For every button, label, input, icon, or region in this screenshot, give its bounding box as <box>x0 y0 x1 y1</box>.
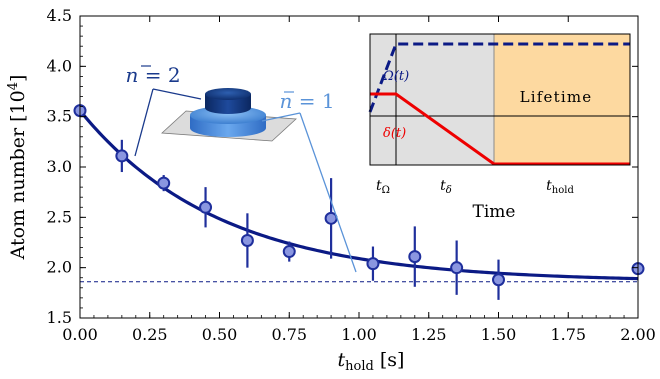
x-tick-label: 0.50 <box>202 325 238 344</box>
x-tick-label: 0.75 <box>271 325 307 344</box>
data-point <box>324 211 338 225</box>
upper-disk-top <box>205 88 251 100</box>
segment-label-t-hold: thold <box>546 178 574 196</box>
data-point <box>199 200 213 214</box>
n1-arrow-to-asymptote <box>299 112 357 273</box>
x-tick-label: 1.25 <box>411 325 447 344</box>
data-point <box>157 176 171 190</box>
stacked-disk-illustration <box>161 88 297 142</box>
inset-x-axis-title: Time <box>473 202 516 222</box>
y-ticks: 1.5 2.0 2.5 3.0 3.5 4.0 4.5 <box>47 6 638 327</box>
inset-frame <box>369 33 631 166</box>
n2-arrow-to-curve <box>134 88 154 157</box>
y-tick-label: 2.0 <box>47 258 72 277</box>
n1-arrow-to-disk <box>261 112 301 122</box>
y-tick-label: 4.5 <box>47 6 72 25</box>
inset-prep-region <box>370 34 494 165</box>
lifetime-label: Lifetime <box>520 88 593 106</box>
n1-annotation: n = 1 <box>261 89 357 273</box>
data-point <box>408 250 422 264</box>
fit-layer <box>80 109 638 281</box>
delta-curve <box>370 92 630 166</box>
data-point <box>366 257 380 271</box>
y-tick-label: 3.0 <box>47 157 72 176</box>
data-point <box>282 245 296 259</box>
n2-arrow-to-disk <box>152 88 202 100</box>
y-tick-label: 3.5 <box>47 107 72 126</box>
x-ticks: 0.00 0.25 0.50 0.75 1.00 1.25 1.50 1.75 2.00 <box>62 16 656 344</box>
data-point <box>240 233 254 247</box>
omega-curve <box>368 42 630 113</box>
x-tick-label: 1.75 <box>550 325 586 344</box>
y-tick-label: 1.5 <box>47 308 72 327</box>
inset-hold-region <box>494 34 630 165</box>
data-point <box>115 149 129 163</box>
delta-label: δ(t) <box>383 126 406 141</box>
y-tick-label: 2.5 <box>47 207 72 226</box>
x-tick-label: 1.00 <box>341 325 377 344</box>
x-axis-title: thold [s] <box>338 349 405 374</box>
segment-label-t-delta: tδ <box>440 178 452 196</box>
omega-label: Ω(t) <box>382 69 409 84</box>
y-axis-title: Atom number [104] <box>6 75 29 261</box>
segment-label-t-omega: tΩ <box>376 178 390 196</box>
x-tick-label: 2.00 <box>620 325 656 344</box>
n1-label: n = 1 <box>279 89 334 113</box>
fit-curve <box>80 109 638 281</box>
data-points-layer <box>73 104 645 300</box>
n2-annotation: n = 2 <box>125 63 202 157</box>
x-tick-label: 1.50 <box>481 325 517 344</box>
y-tick-label: 4.0 <box>47 56 72 75</box>
inset-diagram: Ω(t) δ(t) Lifetime tΩ tδ thold Time <box>368 33 631 222</box>
n2-label: n = 2 <box>125 63 180 87</box>
data-point <box>492 273 505 287</box>
data-point <box>450 261 464 275</box>
x-tick-label: 0.25 <box>132 325 168 344</box>
x-tick-label: 0.00 <box>62 325 98 344</box>
